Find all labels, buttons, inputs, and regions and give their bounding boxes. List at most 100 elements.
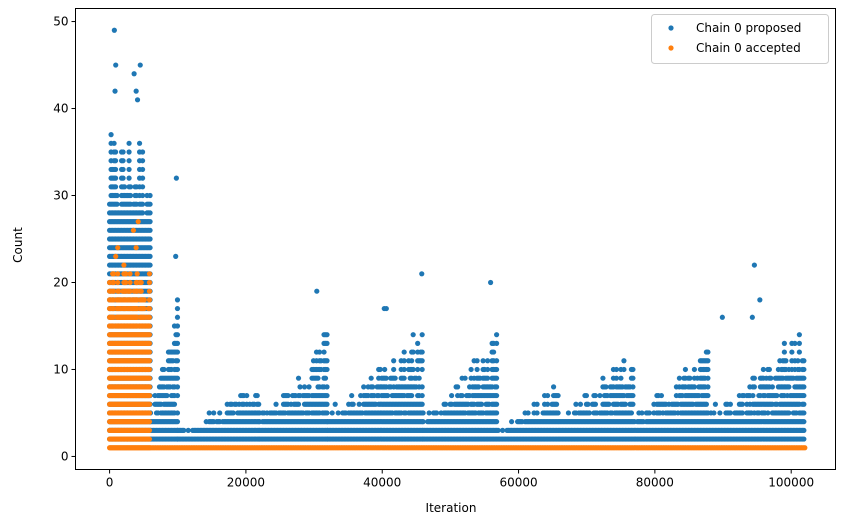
scatter-point xyxy=(141,297,147,303)
scatter-point xyxy=(630,384,636,390)
scatter-point xyxy=(494,358,500,364)
scatter-point xyxy=(711,410,717,416)
scatter-point xyxy=(499,427,506,433)
scatter-point xyxy=(760,366,766,373)
scatter-point xyxy=(244,392,250,399)
scatter-point xyxy=(391,366,397,373)
scatter-point xyxy=(691,384,698,390)
scatter-point xyxy=(211,410,217,416)
scatter-point xyxy=(217,410,223,416)
scatter-point xyxy=(705,384,711,390)
scatter-point xyxy=(174,410,181,416)
scatter-point xyxy=(174,323,181,329)
scatter-point xyxy=(273,401,279,407)
scatter-point xyxy=(349,392,355,399)
scatter-point xyxy=(705,375,711,381)
scatter-point xyxy=(459,392,465,399)
x-tick-label: 80000 xyxy=(636,476,674,490)
scatter-point xyxy=(174,358,181,364)
scatter-point xyxy=(139,184,146,190)
scatter-point xyxy=(801,366,807,373)
scatter-point xyxy=(139,158,146,164)
scatter-point xyxy=(112,166,119,173)
scatter-point-outlier xyxy=(751,262,757,268)
scatter-point xyxy=(295,401,302,407)
scatter-point xyxy=(174,305,181,312)
scatter-point xyxy=(801,427,807,433)
scatter-point xyxy=(324,392,330,399)
scatter-point xyxy=(494,419,500,425)
scatter-point-outlier xyxy=(130,227,137,233)
scatter-point xyxy=(796,340,802,346)
scatter-point xyxy=(494,392,500,399)
scatter-point xyxy=(306,384,312,390)
scatter-point xyxy=(138,288,144,294)
scatter-point xyxy=(786,384,792,390)
scatter-point xyxy=(174,419,181,425)
scatter-point xyxy=(147,245,153,251)
scatter-point xyxy=(553,401,560,407)
y-tick-label: 50 xyxy=(53,15,68,29)
scatter-point xyxy=(146,384,153,390)
scatter-point xyxy=(419,392,425,399)
scatter-point xyxy=(120,149,126,155)
scatter-point xyxy=(494,384,500,390)
scatter-point-outlier xyxy=(112,88,118,94)
scatter-point xyxy=(146,349,153,355)
scatter-point xyxy=(468,366,474,373)
scatter-point xyxy=(324,384,330,390)
scatter-point xyxy=(146,427,153,433)
scatter-point xyxy=(301,384,308,390)
scatter-point xyxy=(123,279,129,286)
scatter-point xyxy=(315,375,321,381)
scatter-point xyxy=(409,358,415,364)
scatter-point xyxy=(494,366,500,373)
scatter-point xyxy=(377,366,383,373)
scatter-point xyxy=(434,410,440,416)
scatter-point xyxy=(621,358,627,364)
scatter-point xyxy=(630,401,636,407)
scatter-point xyxy=(603,384,609,390)
scatter-point xyxy=(705,349,711,355)
scatter-point xyxy=(586,410,593,416)
scatter-point xyxy=(350,401,356,407)
scatter-point xyxy=(114,192,120,199)
scatter-point xyxy=(146,305,153,312)
scatter-point xyxy=(332,401,338,407)
scatter-point xyxy=(120,166,126,173)
scatter-point-outlier xyxy=(133,88,139,94)
scatter-point xyxy=(419,366,425,373)
scatter-point-outlier xyxy=(135,219,141,225)
scatter-point xyxy=(494,401,500,407)
series-chain-0-proposed xyxy=(106,27,807,442)
legend: Chain 0 proposed Chain 0 accepted xyxy=(651,14,829,64)
scatter-point xyxy=(769,384,775,390)
scatter-point xyxy=(739,410,745,416)
scatter-point xyxy=(174,375,181,381)
scatter-point xyxy=(687,375,693,381)
scatter-point xyxy=(565,410,572,416)
scatter-point xyxy=(111,279,117,286)
scatter-point xyxy=(646,410,653,416)
scatter-point xyxy=(114,201,120,207)
scatter-point xyxy=(115,271,121,277)
scatter-point xyxy=(368,375,374,381)
scatter-point xyxy=(161,366,167,373)
scatter-point xyxy=(112,184,119,190)
scatter-point xyxy=(146,288,153,294)
scatter-point xyxy=(361,384,367,390)
scatter-point xyxy=(324,332,330,338)
scatter-point xyxy=(494,332,500,338)
scatter-point-outlier xyxy=(131,71,137,77)
scatter-point xyxy=(783,358,789,364)
scatter-point xyxy=(256,401,262,407)
scatter-point xyxy=(789,349,795,355)
scatter-point xyxy=(134,271,140,277)
scatter-point-outlier xyxy=(134,97,141,103)
scatter-point xyxy=(419,384,425,390)
scatter-point xyxy=(324,410,330,416)
scatter-point-outlier xyxy=(719,314,725,320)
scatter-point xyxy=(147,262,153,268)
scatter-point xyxy=(534,401,540,407)
scatter-point xyxy=(174,340,181,346)
